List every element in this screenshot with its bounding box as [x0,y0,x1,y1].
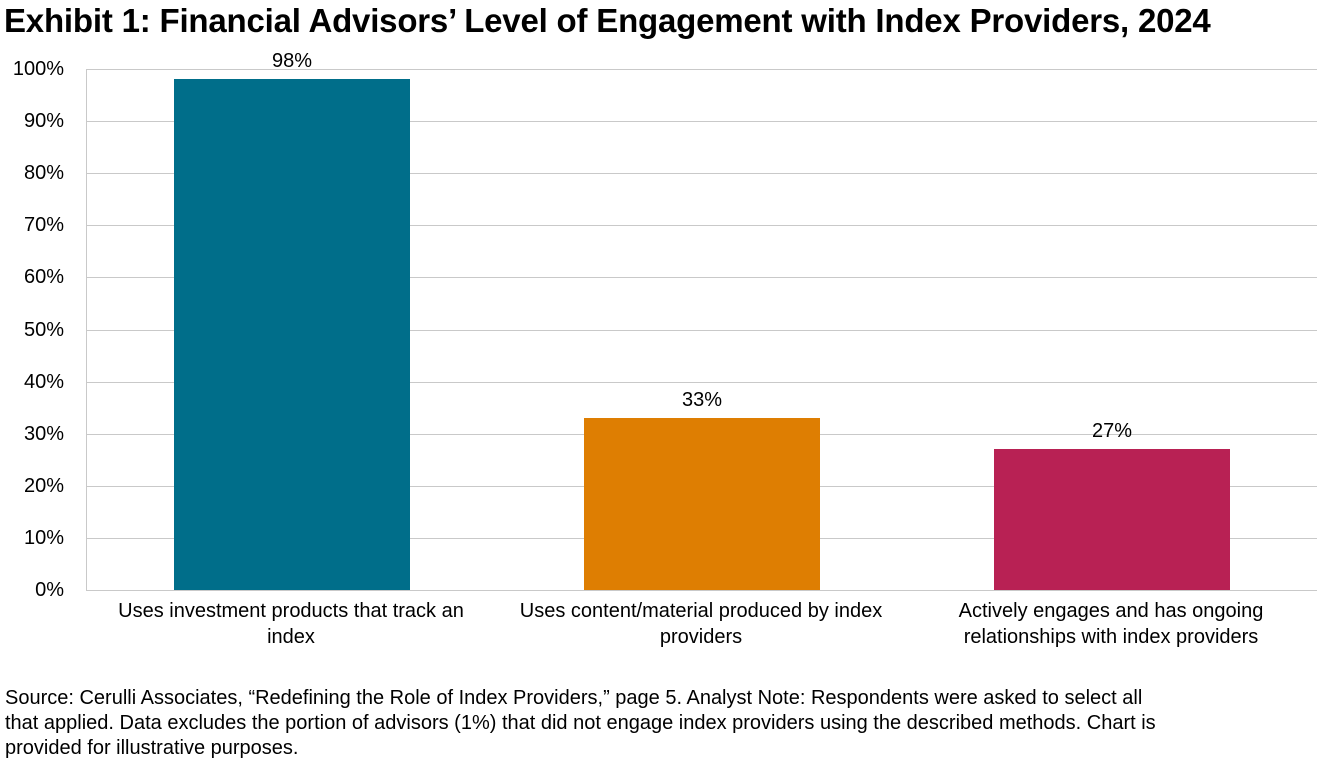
bar-1 [174,79,410,590]
bar-3 [994,449,1230,590]
y-axis-labels: 0% 10% 20% 30% 40% 50% 60% 70% 80% 90% 100% [0,59,86,600]
x-axis-category-label: Uses content/material produced by index … [519,600,883,648]
y-axis-tick-label: 60% [23,266,64,289]
gridline [87,69,1317,70]
gridline [87,121,1317,123]
bar-value-label: 98% [271,50,313,72]
chart-title: Exhibit 1: Financial Advisors’ Level of … [4,2,1211,39]
y-axis-tick-label: 20% [23,474,64,497]
y-axis-tick-label: 10% [23,526,64,549]
y-axis-tick-label: 50% [23,318,64,341]
y-axis-tick-label: 30% [23,422,64,445]
x-axis-category-label: Actively engages and has ongoing relatio… [958,600,1264,648]
source-note: Source: Cerulli Associates, “Redefining … [5,687,1156,759]
y-axis-tick-label: 100% [12,58,64,80]
y-axis-tick-label: 0% [35,579,64,601]
gridline [87,225,1317,227]
y-axis-tick-label: 40% [23,370,64,393]
gridline [87,277,1317,279]
y-axis-tick-label: 90% [23,110,64,133]
plot-area: 98% 33% 27% [86,50,1317,591]
bar-value-label: 33% [681,389,723,411]
y-axis-tick-label: 80% [23,162,64,185]
bar-value-label: 27% [1091,420,1133,442]
gridline [87,329,1317,331]
x-axis-labels: Uses investment products that track an i… [86,598,1316,660]
x-axis-category-label: Uses investment products that track an i… [118,600,464,648]
gridline [87,173,1317,175]
bar-2 [584,418,820,590]
y-axis-tick-label: 70% [23,214,64,237]
gridline [87,381,1317,383]
